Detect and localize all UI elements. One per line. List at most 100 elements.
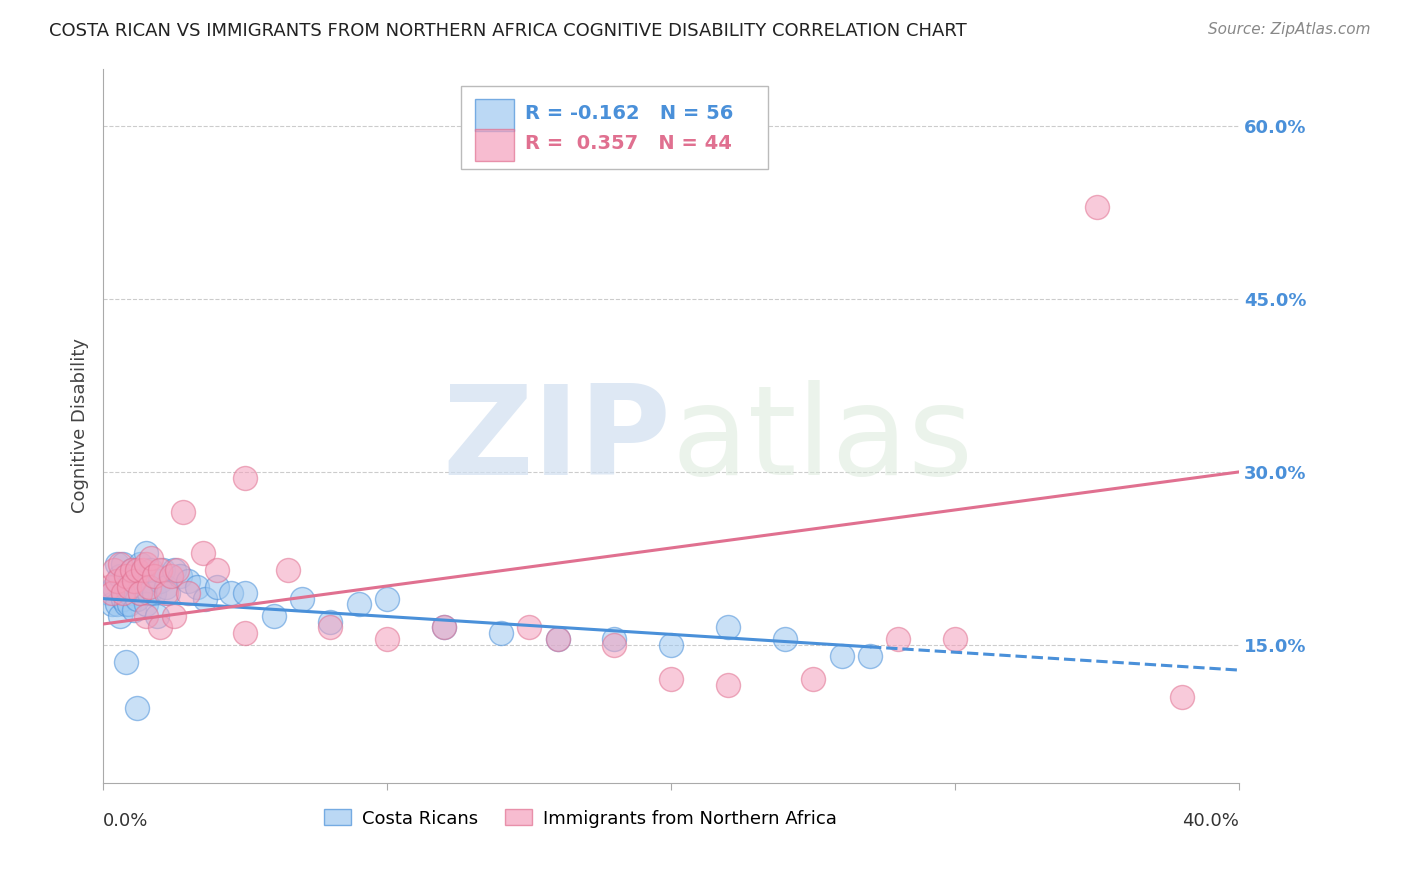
Point xyxy=(141,563,163,577)
Point xyxy=(375,591,398,606)
Point xyxy=(127,563,149,577)
Point xyxy=(143,568,166,582)
Y-axis label: Cognitive Disability: Cognitive Disability xyxy=(72,338,89,513)
Point xyxy=(191,545,214,559)
Point xyxy=(149,620,172,634)
Point xyxy=(118,580,141,594)
Point xyxy=(205,563,228,577)
Point xyxy=(205,580,228,594)
Point xyxy=(717,678,740,692)
Bar xyxy=(475,128,515,161)
Point xyxy=(115,598,138,612)
Point xyxy=(129,586,152,600)
Point xyxy=(603,638,626,652)
Point xyxy=(121,563,143,577)
Point xyxy=(547,632,569,646)
Point xyxy=(100,586,122,600)
Point xyxy=(291,591,314,606)
Point xyxy=(111,591,134,606)
Point xyxy=(115,580,138,594)
Point xyxy=(859,649,882,664)
Text: COSTA RICAN VS IMMIGRANTS FROM NORTHERN AFRICA COGNITIVE DISABILITY CORRELATION : COSTA RICAN VS IMMIGRANTS FROM NORTHERN … xyxy=(49,22,967,40)
Text: Source: ZipAtlas.com: Source: ZipAtlas.com xyxy=(1208,22,1371,37)
Point xyxy=(943,632,966,646)
Point xyxy=(135,598,157,612)
Point xyxy=(108,557,131,571)
Point xyxy=(127,568,149,582)
Point xyxy=(1085,200,1108,214)
Point xyxy=(121,580,143,594)
Point xyxy=(105,574,128,589)
Point xyxy=(152,563,174,577)
Point xyxy=(547,632,569,646)
Point xyxy=(135,609,157,624)
Text: ZIP: ZIP xyxy=(443,380,671,500)
Point xyxy=(127,591,149,606)
Point xyxy=(111,557,134,571)
Point xyxy=(375,632,398,646)
Point xyxy=(177,586,200,600)
Point xyxy=(177,574,200,589)
Point xyxy=(163,609,186,624)
Point xyxy=(121,563,143,577)
Point xyxy=(118,586,141,600)
Point xyxy=(433,620,456,634)
Point xyxy=(233,470,256,484)
Point xyxy=(717,620,740,634)
Text: R =  0.357   N = 44: R = 0.357 N = 44 xyxy=(524,134,731,153)
Point xyxy=(149,563,172,577)
Point xyxy=(146,609,169,624)
Point xyxy=(129,586,152,600)
Text: 40.0%: 40.0% xyxy=(1182,812,1239,830)
Point xyxy=(887,632,910,646)
Point xyxy=(124,574,146,589)
Point xyxy=(1171,690,1194,704)
Point xyxy=(143,586,166,600)
Point xyxy=(263,609,285,624)
Point xyxy=(103,580,125,594)
Point xyxy=(124,574,146,589)
Point xyxy=(801,673,824,687)
Point xyxy=(169,568,191,582)
Point xyxy=(149,574,172,589)
Point xyxy=(603,632,626,646)
Point xyxy=(100,598,122,612)
Point xyxy=(160,568,183,582)
Point xyxy=(489,626,512,640)
Point xyxy=(831,649,853,664)
Point xyxy=(166,563,188,577)
Point xyxy=(347,598,370,612)
Point xyxy=(773,632,796,646)
Point xyxy=(115,568,138,582)
Point xyxy=(97,586,120,600)
Text: 0.0%: 0.0% xyxy=(103,812,149,830)
Point xyxy=(118,598,141,612)
Bar xyxy=(475,98,515,131)
Point xyxy=(124,603,146,617)
Point xyxy=(186,580,208,594)
Point xyxy=(155,580,177,594)
Point xyxy=(111,586,134,600)
Legend: Costa Ricans, Immigrants from Northern Africa: Costa Ricans, Immigrants from Northern A… xyxy=(316,802,844,835)
Point xyxy=(659,673,682,687)
Point xyxy=(163,563,186,577)
Point xyxy=(319,615,342,629)
Point xyxy=(659,638,682,652)
Point xyxy=(105,557,128,571)
Point xyxy=(233,586,256,600)
Point xyxy=(157,586,180,600)
Point xyxy=(127,701,149,715)
Point xyxy=(138,586,160,600)
Point xyxy=(155,586,177,600)
Point xyxy=(105,598,128,612)
Point xyxy=(97,580,120,594)
Point xyxy=(138,580,160,594)
Point xyxy=(132,580,155,594)
Point xyxy=(135,545,157,559)
Point xyxy=(141,551,163,566)
Text: atlas: atlas xyxy=(671,380,973,500)
Point xyxy=(194,591,217,606)
Point xyxy=(108,568,131,582)
Point xyxy=(129,557,152,571)
Point xyxy=(277,563,299,577)
